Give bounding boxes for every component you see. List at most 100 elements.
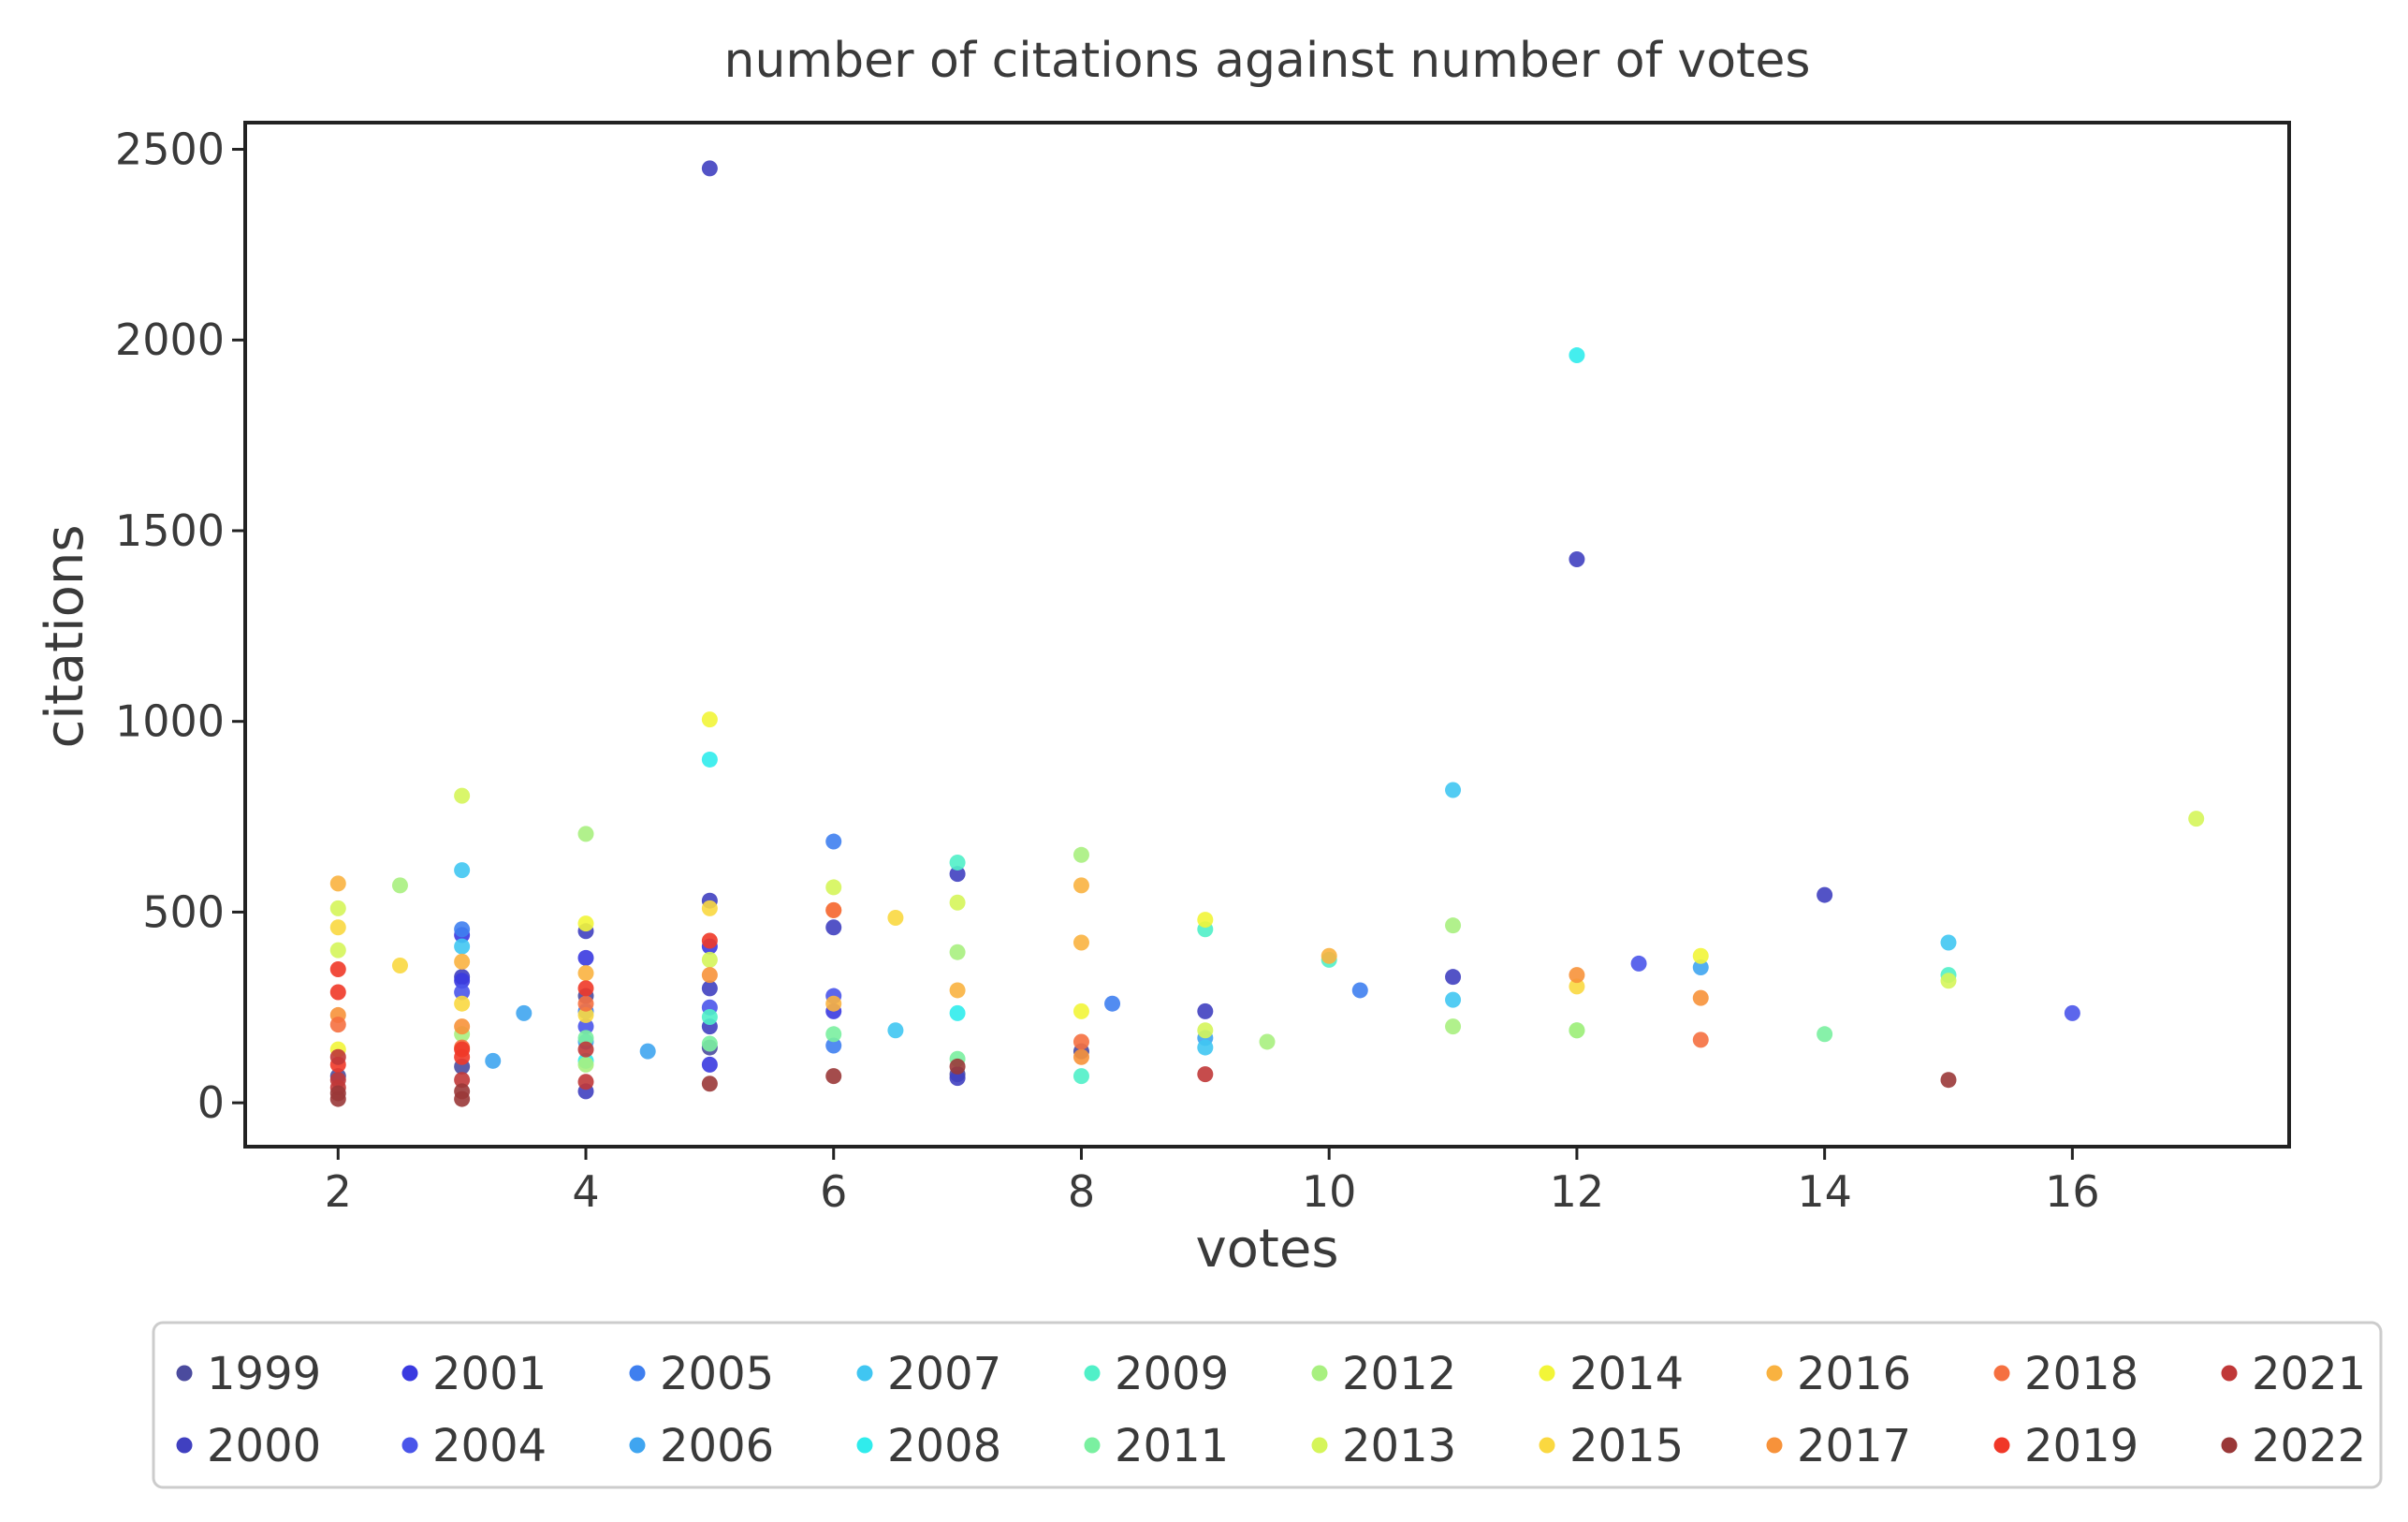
point-2017 xyxy=(1073,1048,1089,1065)
x-tick-label: 2 xyxy=(325,1166,352,1217)
legend-label: 2006 xyxy=(660,1420,774,1472)
point-2016 xyxy=(577,965,594,982)
x-tick-label: 4 xyxy=(572,1166,599,1217)
legend-marker-2005 xyxy=(629,1365,646,1382)
legend-label: 2018 xyxy=(2024,1348,2138,1400)
legend: 1999 2000 2001 2004 2005 2006 2007 2008 2009 2011… xyxy=(152,1321,2383,1489)
point-2014 xyxy=(1692,947,1709,964)
point-2019 xyxy=(701,932,718,949)
point-2007 xyxy=(454,938,471,955)
point-2018 xyxy=(1073,1033,1089,1050)
point-2014 xyxy=(1073,1002,1089,1019)
legend-marker-2008 xyxy=(856,1437,873,1454)
legend-marker-2012 xyxy=(1311,1365,1328,1382)
point-2022 xyxy=(1940,1072,1957,1089)
point-2017 xyxy=(454,1018,471,1035)
point-2021 xyxy=(577,1041,594,1058)
legend-label: 2000 xyxy=(207,1420,321,1472)
point-2015 xyxy=(391,957,408,973)
x-tick-label: 12 xyxy=(1550,1166,1605,1217)
point-2001 xyxy=(577,949,594,966)
point-2009 xyxy=(1073,1068,1089,1085)
legend-marker-2014 xyxy=(1539,1365,1555,1382)
point-2018 xyxy=(577,995,594,1012)
point-2011 xyxy=(577,1030,594,1046)
point-2008 xyxy=(949,1004,966,1021)
legend-label: 2017 xyxy=(1797,1420,1911,1472)
point-2004 xyxy=(577,1018,594,1035)
point-2015 xyxy=(887,910,904,927)
axis-ticks: 2 4 6 8 10 12 14 16 0 500 1000 1500 2000 2500 xyxy=(115,124,2100,1217)
y-axis-label: citations xyxy=(35,524,95,748)
point-2013 xyxy=(2188,811,2205,827)
point-2022 xyxy=(825,1068,842,1085)
legend-marker-2007 xyxy=(856,1365,873,1382)
legend-label: 2001 xyxy=(432,1348,547,1400)
legend-marker-2000 xyxy=(176,1437,193,1454)
y-tick-label: 2000 xyxy=(115,315,225,365)
point-2016 xyxy=(949,982,966,999)
point-2021 xyxy=(454,1072,471,1089)
point-2005 xyxy=(1351,982,1368,999)
legend-marker-2015 xyxy=(1539,1437,1555,1454)
legend-label: 2021 xyxy=(2252,1348,2366,1400)
legend-label: 2019 xyxy=(2024,1420,2138,1472)
y-tick-label: 500 xyxy=(142,886,225,937)
legend-label: 2013 xyxy=(1342,1420,1456,1472)
point-2022 xyxy=(454,1083,471,1100)
point-2014 xyxy=(1197,912,1214,929)
legend-label: 2014 xyxy=(1569,1348,1684,1400)
legend-marker-2013 xyxy=(1311,1437,1328,1454)
point-2007 xyxy=(887,1022,904,1039)
point-2015 xyxy=(329,919,346,936)
y-tick-label: 1500 xyxy=(115,505,225,556)
point-2021 xyxy=(577,1074,594,1090)
chart-title: number of citations against number of vo… xyxy=(724,33,1811,89)
point-2006 xyxy=(1692,959,1709,975)
point-2013 xyxy=(1197,1022,1214,1039)
point-2009 xyxy=(701,1008,718,1025)
point-2012 xyxy=(1259,1033,1276,1050)
point-2012 xyxy=(577,826,594,842)
point-2016 xyxy=(329,875,346,892)
point-2019 xyxy=(577,980,594,997)
point-2005 xyxy=(825,1037,842,1054)
point-2000 xyxy=(1445,969,1462,986)
legend-marker-2001 xyxy=(401,1365,418,1382)
point-2011 xyxy=(1817,1026,1833,1043)
point-2000 xyxy=(1569,551,1585,568)
point-2006 xyxy=(516,1004,533,1021)
legend-marker-1999 xyxy=(176,1365,193,1382)
point-2022 xyxy=(329,1085,346,1102)
point-2011 xyxy=(825,1026,842,1043)
point-2007 xyxy=(1197,1039,1214,1056)
point-2001 xyxy=(454,973,471,989)
point-2013 xyxy=(454,787,471,804)
point-2012 xyxy=(577,1056,594,1073)
point-2015 xyxy=(577,1006,594,1023)
point-2015 xyxy=(701,900,718,916)
point-2004 xyxy=(454,984,471,1001)
legend-label: 2015 xyxy=(1569,1420,1684,1472)
x-tick-label: 14 xyxy=(1797,1166,1852,1217)
point-2012 xyxy=(1445,1018,1462,1035)
x-axis-label: votes xyxy=(1196,1219,1339,1280)
point-2011 xyxy=(701,1035,718,1052)
y-tick-label: 1000 xyxy=(115,696,225,747)
point-2016 xyxy=(1073,934,1089,951)
legend-marker-2018 xyxy=(1993,1365,2010,1382)
point-2013 xyxy=(329,942,346,959)
point-2018 xyxy=(1692,1032,1709,1048)
x-tick-label: 16 xyxy=(2045,1166,2100,1217)
legend-marker-2017 xyxy=(1766,1437,1783,1454)
legend-label: 2011 xyxy=(1115,1420,1229,1472)
legend-marker-2021 xyxy=(2221,1365,2238,1382)
legend-marker-2016 xyxy=(1766,1365,1783,1382)
point-2012 xyxy=(391,877,408,894)
y-tick-label: 2500 xyxy=(115,124,225,175)
point-2000 xyxy=(1197,1002,1214,1019)
point-2012 xyxy=(1569,1022,1585,1039)
point-2006 xyxy=(639,1043,656,1060)
